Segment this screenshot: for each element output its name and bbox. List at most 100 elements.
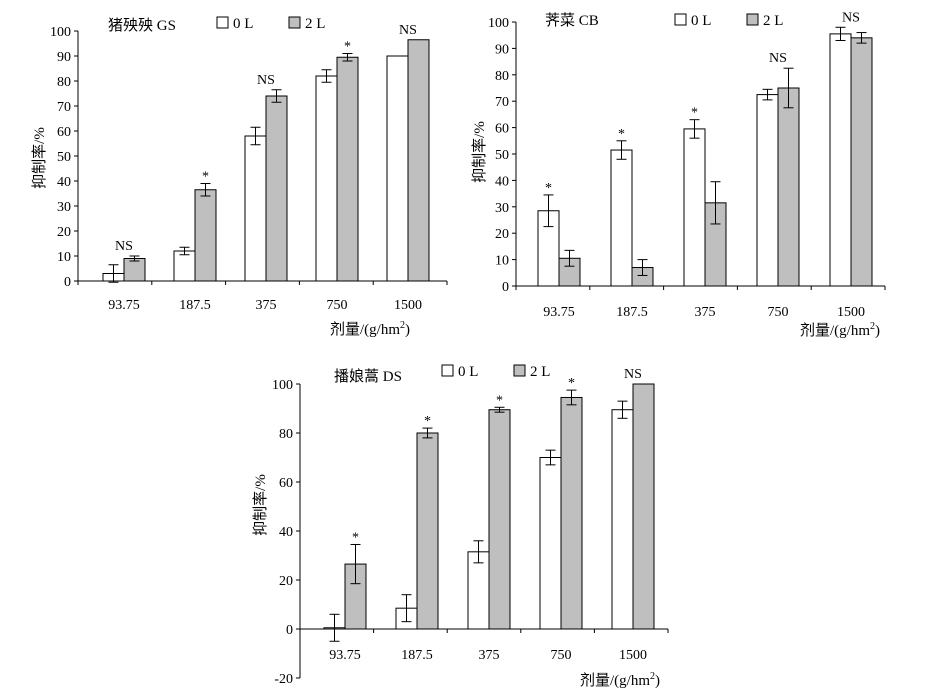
y-tick-label: 60 [279,476,293,491]
significance-label: * [202,170,209,185]
bar-0L [610,149,633,287]
legend-label: 0 L [458,364,478,380]
x-tick-label: 93.75 [329,648,361,663]
legend-swatch [746,13,759,26]
y-tick-label: 100 [272,378,293,393]
bar-0L [756,94,779,287]
bar-0L [467,551,490,630]
legend-swatch [288,16,301,29]
y-tick-label: 0 [502,280,509,295]
x-tick-label: 1500 [619,648,647,663]
y-tick-label: 30 [57,200,71,215]
bar-2L [560,396,583,630]
y-tick-label: 100 [50,25,71,40]
bar-0L [829,33,852,287]
bar-0L [539,457,562,630]
significance-label: NS [769,51,787,66]
panel-title: 播娘蒿 DS [334,368,402,385]
significance-label: * [691,106,698,121]
significance-label: * [618,127,625,142]
x-tick-label: 93.75 [543,305,575,320]
bar-0L [683,128,706,287]
x-tick-label: 1500 [837,305,865,320]
y-tick-label: 20 [57,225,71,240]
bar-2L [123,258,146,282]
significance-label: * [352,530,359,545]
y-tick-label: 0 [286,623,293,638]
y-tick-label: 0 [64,275,71,290]
x-tick-label: 375 [695,305,716,320]
bar-2L [632,383,655,630]
y-axis-title: 抑制率/% [31,127,48,189]
bar-2L [194,189,217,282]
bar-2L [336,56,359,282]
y-tick-label: 100 [488,16,509,31]
x-tick-label: 187.5 [401,648,433,663]
y-tick-label: 70 [57,100,71,115]
legend-swatch [513,364,526,377]
y-tick-label: 40 [279,525,293,540]
significance-label: * [568,376,575,391]
y-tick-label: 80 [279,427,293,442]
y-tick-label: 30 [495,201,509,216]
bar-2L [777,87,800,287]
x-axis-title: 剂量/(g/hm2) [330,320,410,338]
legend-swatch [441,364,454,377]
legend-label: 2 L [763,13,783,29]
significance-label: NS [842,10,860,25]
x-tick-label: 187.5 [616,305,648,320]
y-tick-label: 10 [57,250,71,265]
y-tick-label: -20 [274,672,293,687]
bar-2L [265,95,288,282]
y-tick-label: 90 [57,50,71,65]
bar-0L [386,55,409,282]
bar-0L [315,75,338,282]
chart-panel-3: -20 0 20 40 60 80 100 * 93.75 * 187.5 * 375 * 750 NS 150… [252,364,669,689]
legend-label: 2 L [305,16,325,32]
x-axis-title: 剂量/(g/hm2) [800,321,880,339]
y-axis-title: 抑制率/% [252,474,269,536]
y-axis-title: 抑制率/% [471,121,488,183]
y-tick-label: 70 [495,95,509,110]
y-tick-label: 50 [495,148,509,163]
y-tick-label: 90 [495,42,509,57]
significance-label: * [496,393,503,408]
y-tick-label: 10 [495,254,509,269]
y-tick-label: 60 [495,122,509,137]
chart-panel-2: 0 10 20 30 40 50 60 70 80 90 100 * 93.75 * 187.5 * 375 NS… [471,10,886,339]
x-tick-label: 375 [479,648,500,663]
significance-label: NS [399,23,417,38]
bar-0L [611,409,634,630]
legend-swatch [216,16,229,29]
y-tick-label: 40 [495,174,509,189]
legend-swatch [674,13,687,26]
y-tick-label: 20 [279,574,293,589]
significance-label: * [344,40,351,55]
significance-label: NS [257,73,275,88]
panel-title: 猪殃殃 GS [108,17,176,34]
legend-label: 0 L [691,13,711,29]
x-tick-label: 1500 [394,298,422,313]
y-tick-label: 60 [57,125,71,140]
x-tick-label: 750 [327,298,348,313]
x-axis-title: 剂量/(g/hm2) [580,671,660,689]
significance-label: NS [624,367,642,382]
y-tick-label: 80 [57,75,71,90]
y-tick-label: 50 [57,150,71,165]
significance-label: NS [115,239,133,254]
bar-0L [244,135,267,282]
chart-panel-1: 0 10 20 30 40 50 60 70 80 90 100 NS 93.75 * 187.5 NS 375… [31,16,448,338]
bar-2L [488,409,511,630]
x-tick-label: 187.5 [179,298,211,313]
bar-2L [416,432,439,630]
x-tick-label: 750 [768,305,789,320]
bar-0L [173,250,196,282]
significance-label: * [424,414,431,429]
legend-label: 2 L [530,364,550,380]
x-tick-label: 750 [551,648,572,663]
x-tick-label: 375 [256,298,277,313]
bar-2L [850,37,873,287]
y-tick-label: 80 [495,69,509,84]
legend-label: 0 L [233,16,253,32]
